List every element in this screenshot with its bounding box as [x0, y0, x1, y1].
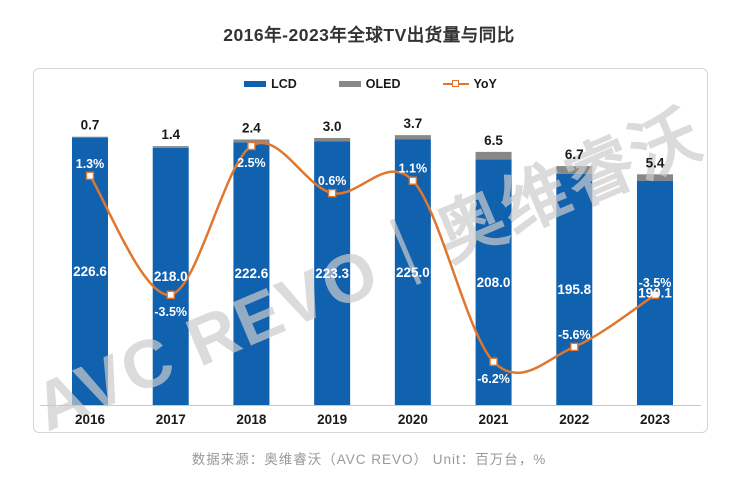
chart-title: 2016年-2023年全球TV出货量与同比: [223, 25, 515, 45]
legend-item-oled: OLED: [338, 77, 401, 91]
yoy-line-swatch-icon: [442, 79, 469, 87]
oled-swatch-icon: [338, 81, 361, 87]
legend-item-lcd: LCD: [244, 77, 297, 91]
legend-item-yoy: YoY: [442, 77, 497, 91]
legend-label-yoy: YoY: [473, 77, 497, 91]
data-source-note: 数据来源：奥维睿沃（AVC REVO） Unit：百万台，%: [191, 452, 547, 467]
legend: LCD OLED YoY: [34, 77, 707, 91]
lcd-swatch-icon: [244, 81, 267, 87]
yoy-marker-icon: [451, 79, 459, 87]
legend-label-oled: OLED: [365, 77, 401, 91]
chart-panel: LCD OLED YoY: [33, 68, 708, 433]
legend-label-lcd: LCD: [271, 77, 297, 91]
